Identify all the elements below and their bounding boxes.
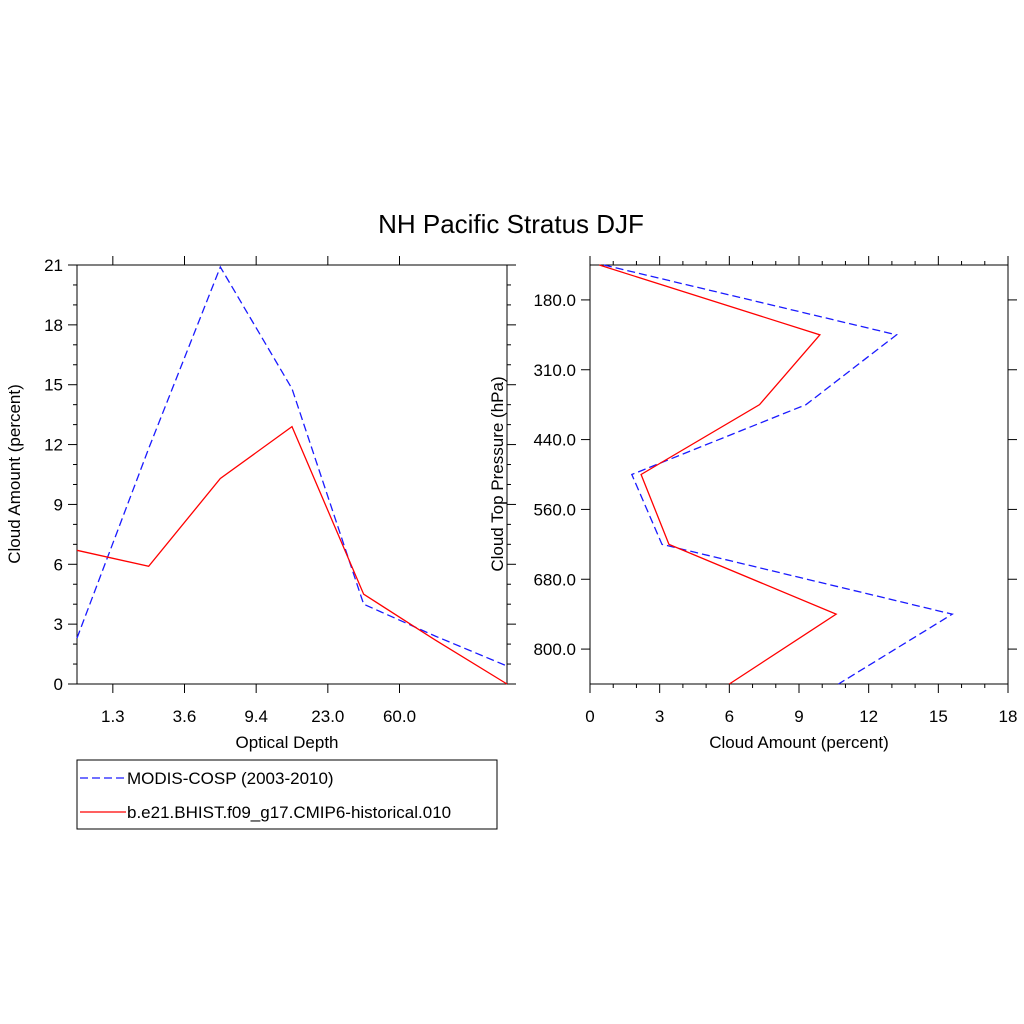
left-x-tick-label: 1.3 [101, 707, 125, 726]
left-y-tick-label: 6 [54, 555, 63, 574]
left-y-tick-label: 9 [54, 495, 63, 514]
figure-title: NH Pacific Stratus DJF [378, 209, 644, 239]
left-ticks: 0 3 6 9 12 15 18 21 1.3 3.6 9.4 23.0 60.0 [44, 256, 516, 726]
right-x-tick-label: 0 [585, 707, 594, 726]
right-x-axis-label: Cloud Amount (percent) [709, 733, 889, 752]
legend-label-model: b.e21.BHIST.f09_g17.CMIP6-historical.010 [127, 803, 451, 822]
right-y-tick-label: 560.0 [533, 500, 576, 519]
left-y-axis-label: Cloud Amount (percent) [5, 384, 24, 564]
right-x-tick-label: 6 [725, 707, 734, 726]
right-y-axis-label: Cloud Top Pressure (hPa) [488, 376, 507, 571]
right-y-tick-label: 800.0 [533, 640, 576, 659]
legend: MODIS-COSP (2003-2010) b.e21.BHIST.f09_g… [76, 759, 498, 830]
right-x-tick-label: 9 [794, 707, 803, 726]
left-plot-frame [76, 264, 508, 685]
legend-box [76, 759, 498, 830]
right-x-tick-label: 12 [859, 707, 878, 726]
right-ticks: 0 3 6 9 12 15 18 180.0 310.0 440.0 560.0 680.0 800.0 [533, 256, 1017, 726]
left-x-axis-label: Optical Depth [236, 733, 339, 752]
left-x-tick-label: 60.0 [383, 707, 416, 726]
left-x-tick-label: 9.4 [244, 707, 268, 726]
legend-label-modis: MODIS-COSP (2003-2010) [127, 769, 334, 788]
right-y-tick-label: 440.0 [533, 431, 576, 450]
right-series-model-line [599, 264, 838, 685]
left-y-tick-label: 12 [44, 436, 63, 455]
cloud-top-pressure-panel: 0 3 6 9 12 15 18 180.0 310.0 440.0 560.0 680.0 800.0… [488, 256, 1017, 752]
left-series [76, 265, 508, 685]
right-y-tick-label: 180.0 [533, 291, 576, 310]
left-y-tick-label: 15 [44, 376, 63, 395]
right-series-modis-line [603, 264, 954, 685]
left-x-tick-label: 23.0 [311, 707, 344, 726]
left-y-tick-label: 21 [44, 256, 63, 275]
right-x-tick-label: 18 [999, 707, 1018, 726]
left-series-modis-line [76, 265, 508, 667]
left-y-tick-label: 3 [54, 615, 63, 634]
optical-depth-panel: 0 3 6 9 12 15 18 21 1.3 3.6 9.4 23.0 60.0 Optical De… [5, 256, 516, 752]
right-y-tick-label: 310.0 [533, 361, 576, 380]
left-y-tick-label: 0 [54, 675, 63, 694]
left-series-model-line [76, 425, 508, 685]
right-series [599, 264, 954, 685]
left-y-tick-label: 18 [44, 316, 63, 335]
left-x-tick-label: 3.6 [173, 707, 197, 726]
right-x-tick-label: 3 [655, 707, 664, 726]
right-x-tick-label: 15 [929, 707, 948, 726]
right-y-tick-label: 680.0 [533, 570, 576, 589]
